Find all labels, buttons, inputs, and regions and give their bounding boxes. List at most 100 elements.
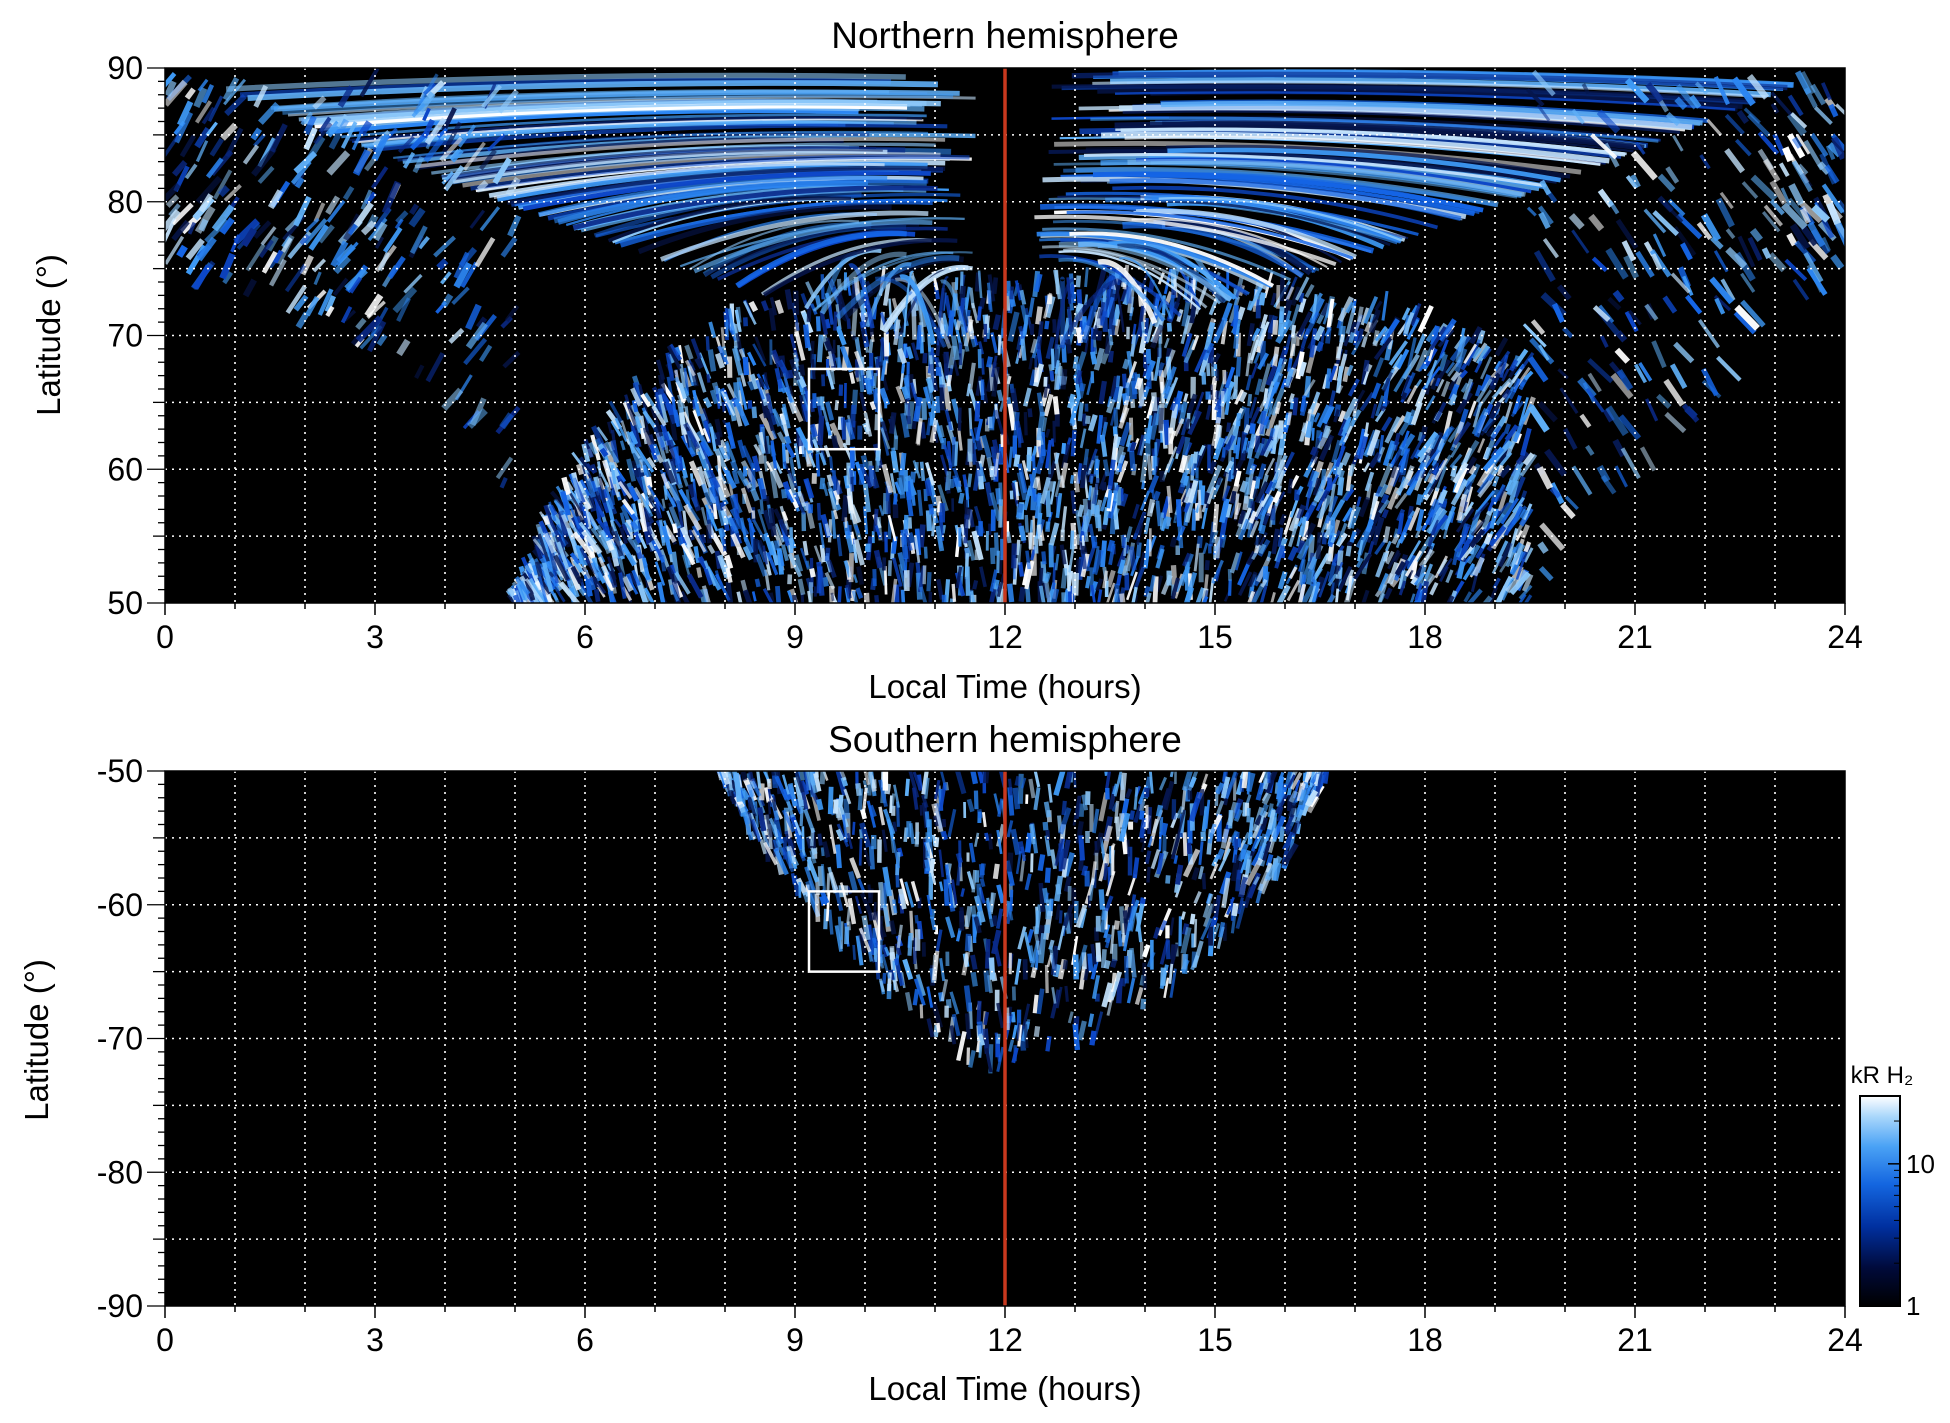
emission-cell [1045,295,1056,319]
emission-cell [678,382,688,400]
emission-cell [1165,875,1171,884]
emission-cell [1222,369,1227,385]
emission-cell [1190,450,1202,477]
emission-cell [1385,540,1392,552]
emission-cell [1106,489,1113,509]
emission-cell [1340,451,1351,467]
emission-cell [1095,267,1107,297]
emission-cell [1328,390,1336,408]
emission-cell [1355,557,1364,568]
emission-cell [989,588,997,603]
emission-cell [1073,471,1080,493]
emission-cell [868,339,874,354]
emission-cell [1306,408,1313,422]
emission-cell [1381,416,1393,432]
emission-cell [1208,577,1215,603]
emission-cell [831,510,837,539]
emission-cell [718,527,727,538]
emission-cell [1009,286,1014,300]
emission-cell [1145,348,1152,364]
emission-cell [1143,352,1148,368]
emission-cell [1450,479,1469,506]
emission-cell [1190,376,1196,399]
emission-cell [641,507,655,525]
emission-cell [774,540,780,551]
emission-cell [1320,489,1330,502]
emission-cell [1474,360,1483,374]
emission-cell [1445,595,1455,603]
emission-cell [1133,566,1146,590]
emission-cell [1512,416,1526,443]
emission-cell [1504,386,1515,404]
emission-cell [822,483,829,497]
emission-cell [1275,319,1293,344]
emission-cell [784,289,794,310]
emission-cell [1363,296,1379,325]
emission-cell [1222,473,1229,499]
emission-cell [1219,515,1229,541]
emission-cell [591,575,607,595]
emission-cell [1289,304,1301,331]
emission-cell [967,438,973,462]
emission-cell [1243,424,1251,434]
emission-cell [1454,348,1468,373]
emission-cell [1150,371,1154,381]
emission-cell [1523,370,1534,381]
emission-cell [1117,559,1126,575]
emission-cell [980,434,992,459]
emission-cell [780,488,788,499]
emission-cell [846,318,851,330]
emission-cell [1044,571,1052,582]
emission-cell [817,566,825,596]
emission-cell [1290,324,1297,338]
emission-cell [1186,393,1198,415]
emission-cell [743,300,757,325]
emission-cell [1515,450,1530,465]
emission-cell [986,290,992,310]
emission-cell [1280,378,1288,390]
emission-cell [1044,320,1050,330]
emission-cell [1401,307,1411,321]
emission-cell [1442,510,1453,540]
emission-cell [1087,485,1093,501]
emission-cell [871,531,875,544]
emission-cell [1336,319,1343,329]
emission-cell [769,592,777,603]
panel-north: Northern hemisphere 0 3 6 9 12 15 18 21 24506070… [30,15,1863,705]
emission-cell [1435,466,1448,492]
emission-cell [1388,340,1409,366]
emission-cell [1028,473,1037,502]
emission-cell [1205,391,1211,400]
emission-cell [1229,490,1237,504]
emission-cell [835,325,847,346]
emission-cell [1343,321,1357,347]
emission-cell [1027,408,1033,418]
emission-cell [1381,508,1389,519]
emission-cell [841,494,849,522]
emission-cell [558,510,569,538]
emission-cell [684,359,696,377]
emission-cell [1156,362,1165,377]
emission-cell [1139,432,1148,456]
emission-cell [944,409,953,431]
emission-cell [964,286,971,310]
emission-cell [1304,585,1318,603]
emission-cell [1043,578,1052,603]
emission-cell [629,421,638,441]
x-tick-label: 0 [156,619,174,655]
emission-cell [1398,531,1408,544]
emission-cell [1248,396,1258,419]
emission-cell [853,539,865,566]
emission-cell [802,324,811,349]
emission-cell [975,418,984,442]
emission-cell [1361,336,1368,348]
emission-cell [1427,473,1436,484]
emission-cell [1159,512,1164,530]
emission-cell [1429,487,1440,507]
emission-cell [669,584,680,602]
emission-cell [1341,418,1352,437]
emission-cell [655,547,664,558]
emission-cell [966,383,971,397]
emission-cell [590,434,601,461]
emission-cell [1378,483,1389,498]
